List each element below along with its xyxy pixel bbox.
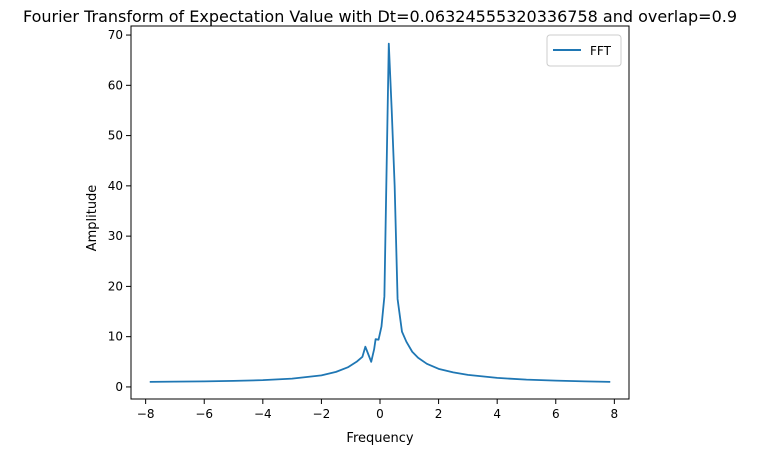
- y-tick-label: 60: [108, 78, 123, 92]
- legend-label-fft: FFT: [590, 44, 612, 58]
- x-tick-label: 2: [435, 407, 443, 421]
- legend-box: [546, 34, 622, 67]
- x-axis-ticks: −8 −6 −4 −2 0 2 4 6 8: [137, 399, 618, 421]
- legend: FFT: [546, 34, 622, 67]
- y-tick-label: 70: [108, 28, 123, 42]
- series-group: [149, 42, 611, 383]
- plot-area-frame: [130, 25, 630, 400]
- y-axis-ticks: 0 10 20 30 40 50 60 70: [108, 28, 131, 394]
- y-tick-label: 30: [108, 229, 123, 243]
- x-tick-label: 6: [552, 407, 560, 421]
- y-tick-label: 0: [115, 380, 123, 394]
- series-line-fft: [149, 42, 611, 383]
- x-tick-label: −8: [137, 407, 155, 421]
- chart-title: Fourier Transform of Expectation Value w…: [23, 7, 737, 26]
- x-tick-label: 0: [376, 407, 384, 421]
- x-tick-label: −2: [313, 407, 331, 421]
- x-tick-label: −4: [254, 407, 272, 421]
- x-tick-label: 4: [493, 407, 501, 421]
- x-tick-label: 8: [611, 407, 619, 421]
- y-tick-label: 20: [108, 279, 123, 293]
- x-axis-title: Frequency: [346, 431, 413, 446]
- y-tick-label: 40: [108, 179, 123, 193]
- x-tick-label: −6: [195, 407, 213, 421]
- y-tick-label: 50: [108, 129, 123, 143]
- y-axis-title: Amplitude: [85, 185, 100, 252]
- y-tick-label: 10: [108, 330, 123, 344]
